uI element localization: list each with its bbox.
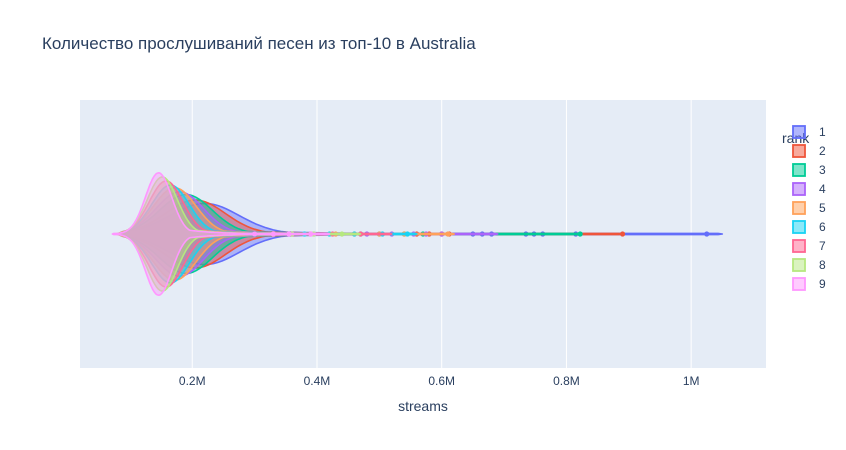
x-axis-title: streams [398,398,448,414]
outlier-point-rank-5-4[interactable] [445,231,451,237]
x-tick-label-3: 0.8M [553,374,580,388]
legend-swatch-8 [792,258,806,272]
legend-item-rank-2[interactable]: 2 [792,144,826,158]
legend-label-9: 9 [819,277,826,291]
chart-title: Количество прослушиваний песен из топ-10… [42,34,476,53]
legend-label-1: 1 [819,125,826,139]
outlier-point-rank-9-0[interactable] [252,231,258,237]
x-tick-label-4: 1M [683,374,700,388]
legend-label-5: 5 [819,201,826,215]
legend-label-8: 8 [819,258,826,272]
legend-item-rank-5[interactable]: 5 [792,201,826,215]
legend-item-rank-6[interactable]: 6 [792,220,826,234]
legend-item-rank-1[interactable]: 1 [792,125,826,139]
legend-label-2: 2 [819,144,826,158]
legend-swatch-1 [792,125,806,139]
legend-item-rank-4[interactable]: 4 [792,182,826,196]
outlier-point-rank-9-2[interactable] [286,231,292,237]
legend-item-rank-9[interactable]: 9 [792,277,826,291]
violin-rank-9[interactable] [111,172,331,296]
legend-swatch-4 [792,182,806,196]
x-tick-label-0: 0.2M [179,374,206,388]
outlier-point-rank-1-7[interactable] [704,231,710,237]
violins [111,172,724,296]
legend-swatch-6 [792,220,806,234]
legend-label-7: 7 [819,239,826,253]
x-tick-label-1: 0.4M [304,374,331,388]
legend-item-rank-8[interactable]: 8 [792,258,826,272]
outlier-point-rank-3-4[interactable] [577,231,583,237]
legend-label-3: 3 [819,163,826,177]
legend-swatch-2 [792,144,806,158]
legend-item-rank-7[interactable]: 7 [792,239,826,253]
outlier-point-rank-9-3[interactable] [308,231,314,237]
legend-label-4: 4 [819,182,826,196]
legend-item-rank-3[interactable]: 3 [792,163,826,177]
x-axis-ticks: 0.2M 0.4M 0.6M 0.8M 1M [179,374,700,388]
outlier-point-rank-2-4[interactable] [619,231,626,237]
legend-swatch-3 [792,163,806,177]
outlier-point-rank-6-4[interactable] [404,231,411,237]
legend-swatch-9 [792,277,806,291]
x-tick-label-2: 0.6M [428,374,455,388]
legend-swatch-7 [792,239,806,253]
outlier-point-rank-8-3[interactable] [339,231,345,237]
legend-swatch-5 [792,201,806,215]
legend-label-6: 6 [819,220,826,234]
outlier-point-rank-9-1[interactable] [270,231,276,237]
